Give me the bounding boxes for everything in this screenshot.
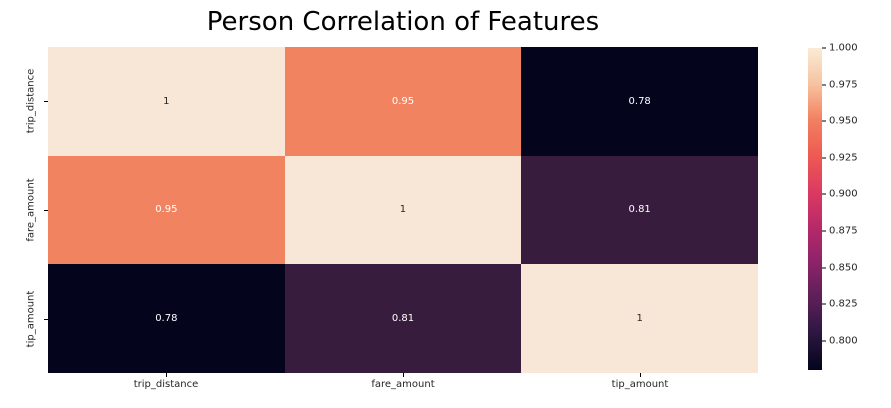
colorbar-tick: 0.950 xyxy=(822,116,858,127)
heatmap-cell: 0.78 xyxy=(521,47,758,156)
y-axis-tick-mark xyxy=(44,319,48,320)
colorbar-tick-label: 1.000 xyxy=(829,42,858,54)
x-axis-label-trip-distance: trip_distance xyxy=(133,379,199,390)
colorbar-tick-mark xyxy=(822,267,826,269)
colorbar-tick: 0.925 xyxy=(822,152,858,163)
colorbar-tick: 0.850 xyxy=(822,262,858,273)
colorbar-tick-mark xyxy=(822,157,826,159)
colorbar-tick: 0.975 xyxy=(822,79,858,90)
colorbar-tick-label: 0.925 xyxy=(829,152,858,164)
heatmap-cell: 0.95 xyxy=(284,47,522,156)
cell-value: 0.95 xyxy=(391,95,415,107)
y-axis-tick-mark xyxy=(44,210,48,211)
heatmap-cell: 1 xyxy=(48,47,285,156)
cell-value: 1 xyxy=(636,313,643,325)
colorbar-tick-mark xyxy=(822,340,826,342)
colorbar-tick-label: 0.800 xyxy=(829,335,858,347)
colorbar-tick: 1.000 xyxy=(822,43,858,54)
colorbar-tick-label: 0.900 xyxy=(829,188,858,200)
colorbar-tick-label: 0.950 xyxy=(829,115,858,127)
colorbar-tick-mark xyxy=(822,303,826,305)
heatmap-grid: 1 0.95 0.78 0.95 1 0.81 0.78 0.81 1 xyxy=(48,47,758,373)
cell-value: 0.81 xyxy=(391,313,415,325)
x-axis-tick-mark xyxy=(403,373,404,377)
colorbar-tick-label: 0.850 xyxy=(829,262,858,274)
colorbar-ticks: 1.000 0.975 0.950 0.925 0.900 0.875 0.850 0.825… xyxy=(808,43,878,370)
x-axis-tick-mark xyxy=(166,373,167,377)
heatmap-cell: 0.95 xyxy=(48,155,285,265)
colorbar-tick-mark xyxy=(822,120,826,122)
colorbar-tick-mark xyxy=(822,84,826,86)
colorbar-tick: 0.800 xyxy=(822,335,858,346)
heatmap-cell: 1 xyxy=(284,155,522,265)
cell-value: 1 xyxy=(163,95,170,107)
colorbar-gradient xyxy=(808,48,822,370)
y-axis-label-trip-distance: trip_distance xyxy=(25,68,37,134)
colorbar-tick: 0.875 xyxy=(822,225,858,236)
cell-value: 0.78 xyxy=(628,95,651,107)
colorbar-tick-label: 0.825 xyxy=(829,298,858,310)
colorbar-tick: 0.900 xyxy=(822,189,858,200)
heatmap-cell: 1 xyxy=(521,264,758,373)
x-axis-tick-mark xyxy=(640,373,641,377)
cell-value: 0.78 xyxy=(155,313,178,325)
chart-title: Person Correlation of Features xyxy=(206,7,600,37)
colorbar-tick-mark xyxy=(822,230,826,232)
x-axis-label-tip-amount: tip_amount xyxy=(611,379,669,390)
colorbar-tick-label: 0.875 xyxy=(829,225,858,237)
heatmap-cell: 0.78 xyxy=(48,264,285,373)
cell-value: 0.81 xyxy=(628,204,651,216)
colorbar-tick-mark xyxy=(822,193,826,195)
heatmap-cell: 0.81 xyxy=(521,155,758,265)
colorbar-tick: 0.825 xyxy=(822,299,858,310)
cell-value: 0.95 xyxy=(155,204,178,216)
colorbar-tick-label: 0.975 xyxy=(829,79,858,91)
y-axis-tick-mark xyxy=(44,101,48,102)
cell-value: 1 xyxy=(399,204,407,216)
heatmap-cell: 0.81 xyxy=(284,264,522,373)
y-axis-label-fare-amount: fare_amount xyxy=(25,178,37,242)
y-axis-label-tip-amount: tip_amount xyxy=(25,290,37,348)
colorbar-tick-mark xyxy=(822,47,826,49)
x-axis-label-fare-amount: fare_amount xyxy=(371,379,435,390)
